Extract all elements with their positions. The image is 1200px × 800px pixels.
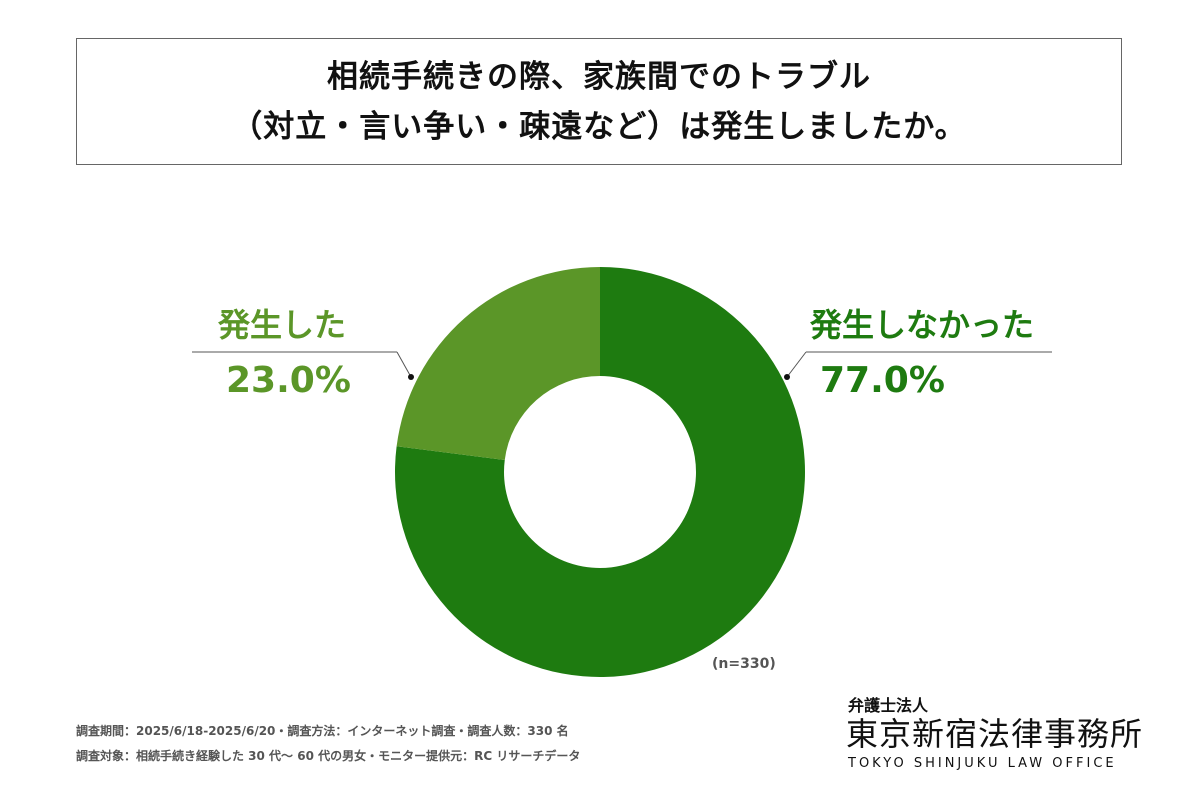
- donut-slice-1: [396, 267, 600, 460]
- slice-label-not-occurred: 発生しなかった: [810, 306, 1035, 344]
- logo-english: TOKYO SHINJUKU LAW OFFICE: [848, 756, 1117, 771]
- leader-dot-right: [784, 374, 790, 380]
- data-label-occurred: 23.0%: [226, 360, 351, 401]
- sample-size-note: (n=330): [712, 656, 776, 672]
- footer-survey-target: 調査対象：相続手続き経験した 30 代～ 60 代の男女・モニター提供元：RC …: [76, 749, 581, 763]
- footer-survey-period: 調査期間：2025/6/18-2025/6/20・調査方法：インターネット調査・…: [76, 724, 569, 738]
- title-line-1: 相続手続きの際、家族間でのトラブル: [327, 58, 871, 95]
- leader-line-left-diag: [396, 351, 412, 378]
- logo-prefix: 弁護士法人: [848, 696, 929, 715]
- leader-dot-left: [408, 374, 414, 380]
- logo-name: 東京新宿法律事務所: [846, 715, 1144, 753]
- donut-slice-0: [394, 267, 805, 677]
- title-line-2: （対立・言い争い・疎遠など）は発生しましたか。: [231, 108, 967, 145]
- leader-line-right-diag: [786, 351, 807, 378]
- slice-label-occurred: 発生した: [218, 306, 347, 344]
- data-label-not-occurred: 77.0%: [820, 360, 945, 401]
- chart-title: 相続手続きの際、家族間でのトラブル （対立・言い争い・疎遠など）は発生しましたか…: [76, 38, 1122, 165]
